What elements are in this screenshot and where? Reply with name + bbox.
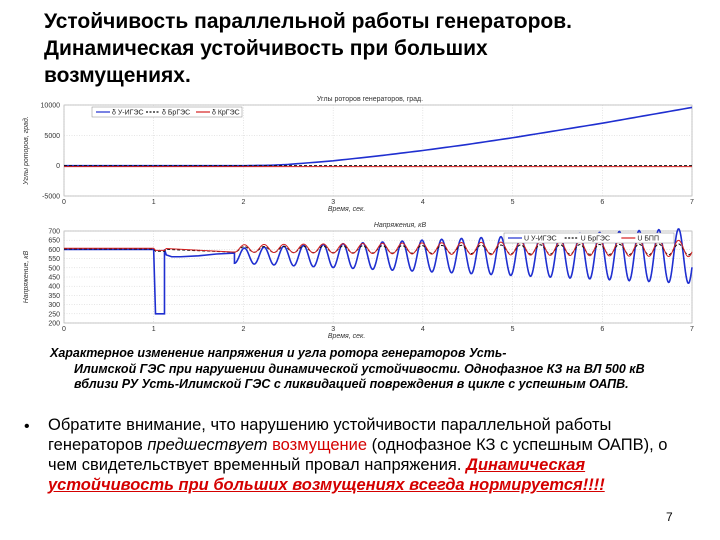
x-tick-label: 4	[421, 199, 425, 206]
chart2-ylabel: Напряжение, кВ	[23, 250, 30, 303]
legend-entry: δ БрГЭС	[162, 110, 190, 117]
slide-title: Устойчивость параллельной работы генерат…	[44, 10, 572, 87]
page-number: 7	[666, 510, 673, 524]
x-tick-label: 7	[690, 199, 694, 206]
y-tick-label: 250	[48, 311, 60, 318]
charts: Углы роторов генераторов, град. Углы рот…	[20, 93, 696, 345]
chart2-legend: U У-ИГЭС U БрГЭС U БПП	[503, 232, 675, 244]
x-tick-label: 0	[62, 326, 66, 333]
y-tick-label: 10000	[41, 103, 61, 110]
bullet-part5: (однофазное КЗ с успешным ОАПВ), о чем с…	[48, 436, 668, 474]
x-tick-label: 1	[152, 326, 156, 333]
legend-entry: δ КрГЭС	[212, 110, 240, 117]
y-tick-label: 0	[56, 163, 60, 170]
y-tick-label: 350	[48, 293, 60, 300]
chart1-ylabel: Углы роторов, град.	[22, 116, 30, 186]
y-tick-label: 550	[48, 256, 60, 263]
chart1-xlabel: Время, сек.	[328, 206, 366, 213]
x-tick-label: 5	[511, 326, 515, 333]
legend-entry: U У-ИГЭС	[524, 236, 557, 243]
y-tick-label: 400	[48, 284, 60, 291]
caption-rest: Илимской ГЭС при нарушении динамической …	[74, 361, 645, 392]
legend-box	[503, 232, 675, 244]
x-tick-label: 2	[241, 199, 245, 206]
x-tick-label: 1	[152, 199, 156, 206]
caption-line1: Характерное изменение напряжения и угла …	[50, 346, 507, 360]
chart2-xlabel: Время, сек.	[328, 333, 366, 340]
chart1-title: Углы роторов генераторов, град.	[317, 96, 423, 103]
legend-entry: U БрГЭС	[581, 236, 610, 243]
chart1-legend: δ У-ИГЭС δ БрГЭС δ КрГЭС	[91, 106, 243, 118]
y-tick-label: 700	[48, 229, 60, 236]
chart2-title: Напряжения, кВ	[374, 222, 427, 229]
y-tick-label: 5000	[44, 133, 60, 140]
y-tick-label: 200	[48, 321, 60, 328]
x-tick-label: 6	[600, 326, 604, 333]
x-tick-label: 3	[331, 199, 335, 206]
x-tick-label: 7	[690, 326, 694, 333]
series-line-1	[64, 243, 693, 256]
y-tick-label: 300	[48, 302, 60, 309]
x-tick-label: 4	[421, 326, 425, 333]
bullet-part1: Обратите внимание, что нарушению устойчи…	[48, 416, 612, 454]
x-tick-label: 0	[62, 199, 66, 206]
y-tick-label: 600	[48, 247, 60, 254]
x-tick-label: 2	[241, 326, 245, 333]
y-tick-label: 450	[48, 275, 60, 282]
x-tick-label: 3	[331, 326, 335, 333]
bullet-emphasis: предшествует	[147, 436, 268, 454]
y-tick-label: 650	[48, 238, 60, 245]
y-tick-label: 500	[48, 265, 60, 272]
bullet-text: Обратите внимание, что нарушению устойчи…	[48, 415, 696, 495]
legend-box	[91, 106, 243, 118]
series-line-2	[64, 239, 693, 258]
voltage-chart: Напряжения, кВ Напряжение, кВ Время, сек…	[23, 222, 694, 340]
bullet-conclusion: Динамическая устойчивость при больших во…	[48, 456, 605, 494]
y-tick-label: -5000	[42, 194, 60, 201]
legend-entry: δ У-ИГЭС	[112, 110, 144, 117]
x-tick-label: 6	[600, 199, 604, 206]
rotor-angle-chart: Углы роторов генераторов, град. Углы рот…	[22, 96, 694, 213]
legend-entry: U БПП	[637, 236, 659, 243]
figure-caption: Характерное изменение напряжения и угла …	[50, 346, 650, 393]
bullet-marker: •	[24, 418, 30, 435]
x-tick-label: 5	[511, 199, 515, 206]
bullet-disturbance: возмущение	[272, 436, 368, 454]
